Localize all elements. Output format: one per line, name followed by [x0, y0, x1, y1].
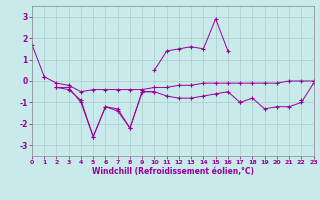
X-axis label: Windchill (Refroidissement éolien,°C): Windchill (Refroidissement éolien,°C) [92, 167, 254, 176]
